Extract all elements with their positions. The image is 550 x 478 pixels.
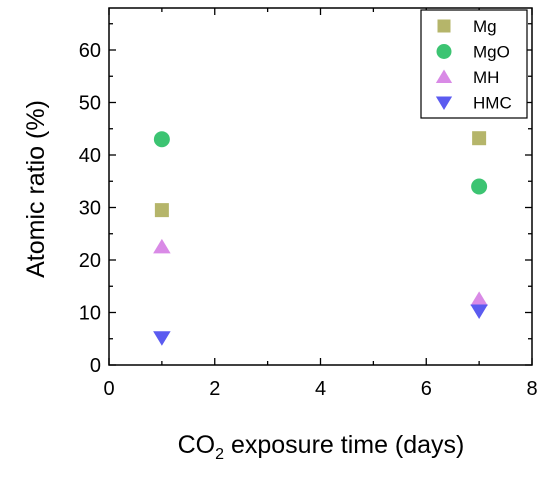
data-point-mg [154,203,169,218]
x-axis-title: CO2 exposure time (days) [178,431,465,463]
data-point-mgo [153,131,170,148]
y-tick-label: 60 [79,40,101,62]
data-point-mg [472,131,487,146]
legend-marker-mgo [436,44,452,59]
data-point-mh [470,291,488,306]
y-tick-label: 40 [79,145,101,167]
y-tick-label: 10 [79,303,101,325]
x-tick-label: 8 [526,378,537,400]
x-tick-label: 2 [209,378,220,400]
legend: Mg MgO MH HMC [420,9,528,119]
y-tick-label: 30 [79,198,101,220]
legend-label-hmc: HMC [473,94,512,113]
legend-label-mg: Mg [473,17,497,36]
data-point-hmc [153,331,171,346]
x-tick-label: 0 [103,378,114,400]
data-point-hmc [470,304,488,319]
y-tick-label: 0 [90,355,101,377]
axis-ticks: 0 2 4 6 8 0 10 20 30 40 50 60 [79,8,538,400]
y-axis-title: Atomic ratio (%) [22,100,50,278]
legend-marker-hmc [435,96,453,110]
x-axis-title-main: CO [178,431,216,459]
x-axis-title-subscript: 2 [215,446,224,463]
x-axis-title-rest: exposure time (days) [224,431,464,459]
legend-label-mh: MH [473,68,499,87]
x-tick-label: 6 [421,378,432,400]
legend-label-mgo: MgO [473,43,510,62]
legend-marker-mg [437,19,451,33]
data-point-mgo [471,178,488,195]
data-points [153,131,488,346]
data-point-mh [153,238,171,254]
legend-marker-mh [435,69,453,83]
x-tick-label: 4 [315,378,326,400]
y-tick-label: 50 [79,93,101,115]
y-tick-label: 20 [79,250,101,272]
